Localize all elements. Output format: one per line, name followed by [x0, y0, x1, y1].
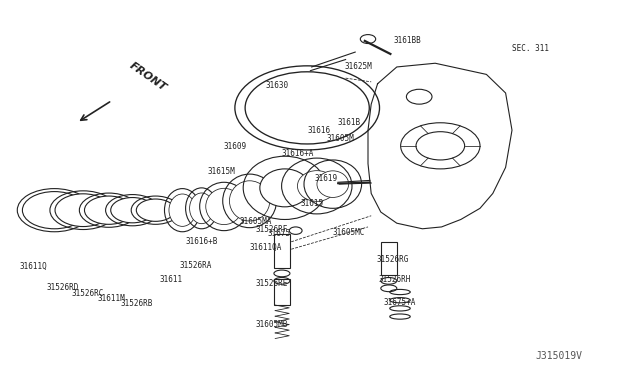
Ellipse shape [189, 193, 214, 224]
Text: 31609: 31609 [224, 142, 247, 151]
Text: 31611QA: 31611QA [250, 243, 282, 252]
Text: 31526RC: 31526RC [72, 289, 104, 298]
Text: 31675+A: 31675+A [384, 298, 417, 307]
Text: 31526RD: 31526RD [46, 283, 79, 292]
Text: 31526RA: 31526RA [179, 262, 212, 270]
Ellipse shape [298, 171, 336, 201]
Text: 3161B: 3161B [338, 118, 361, 126]
Text: 31605M: 31605M [326, 134, 354, 143]
Bar [381, 242, 397, 275]
Text: FRONT: FRONT [128, 60, 169, 93]
Text: 31675: 31675 [268, 229, 291, 238]
Ellipse shape [260, 169, 310, 207]
Circle shape [136, 199, 175, 221]
Text: 31611Q: 31611Q [19, 262, 47, 270]
Text: 31615: 31615 [301, 199, 324, 208]
Text: 31616+A: 31616+A [282, 149, 314, 158]
Circle shape [22, 192, 86, 229]
Text: 31616+B: 31616+B [186, 237, 218, 246]
Bar [274, 234, 290, 268]
Text: 31526RF: 31526RF [256, 225, 289, 234]
Circle shape [111, 198, 154, 223]
Ellipse shape [317, 171, 349, 198]
Text: 31615M: 31615M [208, 167, 236, 176]
Text: 31605MB: 31605MB [256, 320, 289, 329]
Text: SEC. 311: SEC. 311 [512, 44, 549, 53]
Text: 31605MA: 31605MA [240, 217, 273, 226]
Text: 31625M: 31625M [344, 62, 372, 71]
Text: J315019V: J315019V [536, 351, 582, 361]
Ellipse shape [230, 181, 270, 221]
Text: 31611M: 31611M [97, 294, 125, 303]
Circle shape [84, 196, 133, 224]
Bar [274, 279, 290, 305]
Circle shape [55, 194, 111, 227]
Text: 3161BB: 3161BB [394, 36, 421, 45]
Text: 31526RG: 31526RG [376, 255, 409, 264]
Text: 31605MC: 31605MC [333, 228, 365, 237]
Text: 31616: 31616 [307, 126, 330, 135]
Text: 31619: 31619 [315, 174, 338, 183]
Text: 31630: 31630 [266, 81, 289, 90]
Text: 31526RE: 31526RE [256, 279, 289, 288]
Ellipse shape [169, 194, 196, 226]
Text: 31526RH: 31526RH [379, 275, 412, 284]
Text: 31526RB: 31526RB [120, 299, 153, 308]
Ellipse shape [206, 188, 243, 225]
Text: 31611: 31611 [160, 275, 183, 283]
